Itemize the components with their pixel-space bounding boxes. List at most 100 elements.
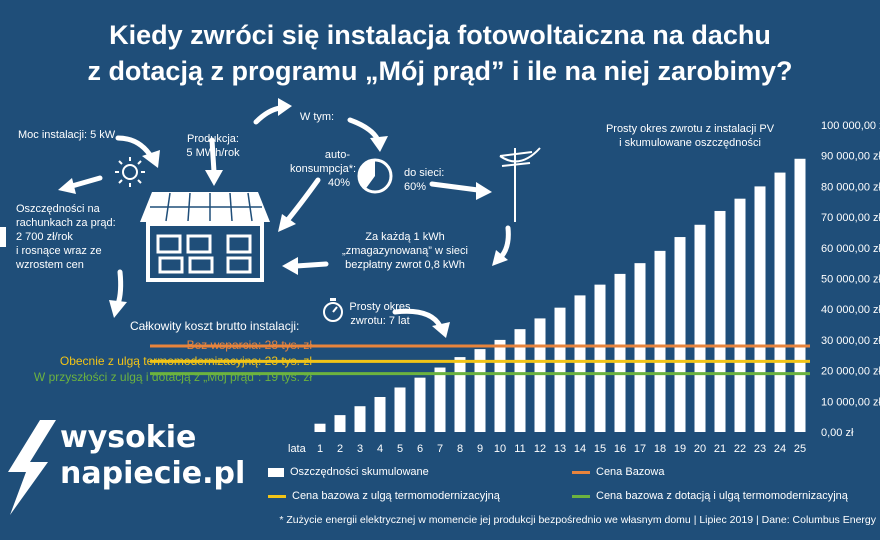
x-tick-label: 25 — [794, 443, 806, 455]
autokonsumpcja-label: auto- konsumpcja*: 40% — [290, 149, 357, 189]
do-sieci-label: do sieci: 60% — [404, 167, 445, 193]
y-tick-label: 70 000,00 zł — [821, 212, 880, 224]
arrow-icons — [58, 98, 511, 338]
koszt-title: Całkowity koszt brutto instalacji: — [130, 319, 300, 333]
bar — [774, 172, 786, 432]
sun-icon — [115, 157, 145, 187]
y-tick-label: 50 000,00 zł — [821, 274, 880, 286]
legend-label-dotacja: Cena bazowa z dotacją i ulgą termomodern… — [596, 490, 848, 502]
bar — [434, 367, 446, 432]
bar — [394, 387, 406, 432]
bar — [674, 237, 686, 432]
bar — [314, 423, 326, 432]
y-tick-label: 100 000,00 zł — [821, 120, 880, 132]
x-tick-label: 13 — [554, 443, 566, 455]
x-tick-label: 7 — [437, 443, 443, 455]
legend-label-oszczednosci: Oszczędności skumulowane — [290, 466, 429, 478]
legend-swatch-green — [572, 494, 590, 498]
x-tick-label: 3 — [357, 443, 363, 455]
bar — [634, 263, 646, 432]
okres-label: Prosty okres zwrotu: 7 lat — [349, 301, 411, 327]
x-tick-label: 22 — [734, 443, 746, 455]
bar — [714, 210, 726, 432]
y-tick-label: 30 000,00 zł — [821, 335, 880, 347]
logo-line-2: napiecie.pl — [60, 456, 246, 491]
bar — [474, 349, 486, 432]
bar — [514, 329, 526, 432]
bar — [574, 295, 586, 432]
bar — [654, 250, 666, 432]
x-tick-label: 14 — [574, 443, 586, 455]
lightning-bolt-icon — [8, 420, 56, 515]
x-tick-label: 8 — [457, 443, 463, 455]
bar — [734, 198, 746, 432]
y-tick-label: 80 000,00 zł — [821, 181, 880, 193]
bar — [754, 186, 766, 432]
w-tym-label: W tym: — [299, 111, 335, 123]
x-tick-label: 19 — [674, 443, 686, 455]
y-tick-label: 10 000,00 zł — [821, 396, 880, 408]
bar — [454, 357, 466, 432]
meter-icon — [0, 227, 6, 247]
legend-item-cena-bazowa: Cena Bazowa — [572, 466, 665, 478]
legend-label-ulga: Cena bazowa z ulgą termomodernizacyjną — [292, 490, 500, 502]
bar — [414, 377, 426, 432]
x-tick-label: 1 — [317, 443, 323, 455]
legend-swatch-white — [268, 467, 284, 477]
x-tick-label: 10 — [494, 443, 506, 455]
y-tick-label: 60 000,00 zł — [821, 243, 880, 255]
bar — [694, 224, 706, 432]
stopwatch-icon — [323, 298, 343, 322]
oszczednosci-label: Oszczędności na rachunkach za prąd: 2 70… — [16, 203, 116, 271]
bar — [374, 397, 386, 432]
bar — [534, 318, 546, 432]
x-tick-label: 2 — [337, 443, 343, 455]
x-axis-label: lata — [288, 443, 307, 455]
bar — [334, 415, 346, 432]
x-tick-label: 23 — [754, 443, 766, 455]
y-tick-label: 20 000,00 zł — [821, 366, 880, 378]
legend-swatch-orange — [572, 470, 590, 474]
x-tick-label: 20 — [694, 443, 706, 455]
legend-item-ulga: Cena bazowa z ulgą termomodernizacyjną — [268, 490, 500, 502]
y-tick-label: 0,00 zł — [821, 427, 854, 439]
logo: wysokie napiecie.pl — [60, 420, 245, 492]
x-tick-label: 11 — [514, 443, 525, 455]
bar — [594, 284, 606, 432]
bar — [554, 307, 566, 432]
zwrot-label: Za każdą 1 kWh „zmagazynowaną” w sieci b… — [342, 231, 468, 271]
title-line-1: Kiedy zwróci się instalacja fotowoltaicz… — [109, 20, 771, 50]
title-line-2: z dotacją z programu „Mój prąd” i ile na… — [87, 56, 793, 86]
x-tick-label: 15 — [594, 443, 606, 455]
x-tick-label: 6 — [417, 443, 423, 455]
moc-label: Moc instalacji: 5 kW — [18, 129, 116, 141]
x-tick-label: 5 — [397, 443, 403, 455]
power-pole-icon — [499, 147, 541, 222]
chart-title: Prosty okres zwrotu z instalacji PV i sk… — [605, 123, 775, 149]
x-tick-label: 12 — [534, 443, 546, 455]
legend-item-dotacja: Cena bazowa z dotacją i ulgą termomodern… — [572, 490, 848, 502]
legend-swatch-yellow — [268, 494, 286, 498]
pie-icon — [357, 158, 393, 194]
x-tick-label: 17 — [634, 443, 646, 455]
legend-label-cena-bazowa: Cena Bazowa — [596, 466, 665, 478]
legend-item-oszczednosci: Oszczędności skumulowane — [268, 466, 429, 478]
logo-line-1: wysokie — [60, 420, 197, 455]
x-tick-label: 9 — [477, 443, 483, 455]
x-tick-label: 18 — [654, 443, 666, 455]
house-icon — [140, 192, 270, 282]
x-tick-label: 16 — [614, 443, 626, 455]
x-tick-label: 24 — [774, 443, 786, 455]
bar — [354, 406, 366, 432]
footer-note: * Zużycie energii elektrycznej w momenci… — [279, 514, 876, 526]
x-tick-label: 21 — [714, 443, 726, 455]
y-tick-label: 40 000,00 zł — [821, 304, 880, 316]
bar — [614, 273, 626, 432]
bar — [794, 158, 806, 432]
bar — [494, 339, 506, 432]
x-tick-label: 4 — [377, 443, 383, 455]
y-tick-label: 90 000,00 zł — [821, 151, 880, 163]
